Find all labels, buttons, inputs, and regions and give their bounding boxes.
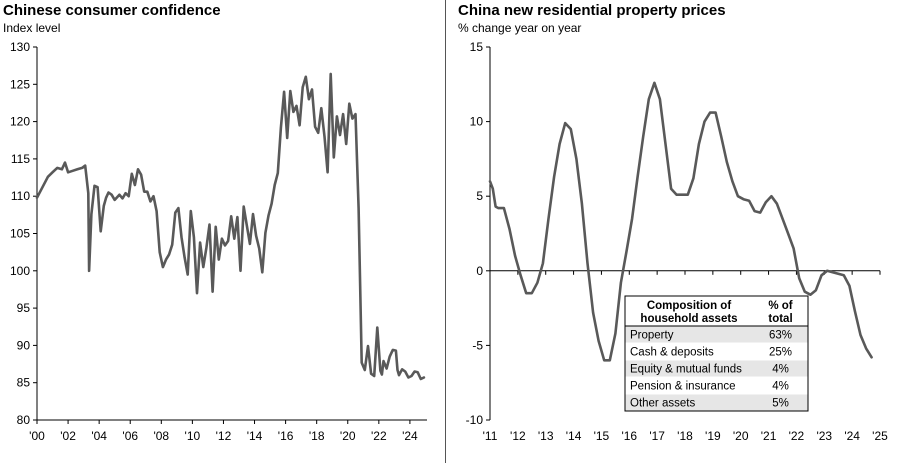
table-header-percent: % of total <box>768 300 792 325</box>
x-tick-label: '17 <box>649 429 665 443</box>
x-tick-label: '06 <box>122 429 138 443</box>
x-tick-label: '12 <box>510 429 526 443</box>
x-tick-label: '12 <box>216 429 232 443</box>
x-tick-label: '19 <box>705 429 721 443</box>
x-tick-label: '20 <box>340 429 356 443</box>
table-row-value: 4% <box>772 364 789 376</box>
y-tick-label: 15 <box>470 40 484 54</box>
y-tick-label: 0 <box>476 264 483 278</box>
y-tick-label: 10 <box>470 115 484 129</box>
x-tick-label: '13 <box>538 429 554 443</box>
x-tick-label: '22 <box>789 429 805 443</box>
y-tick-label: 120 <box>10 115 30 129</box>
y-tick-label: 130 <box>10 40 30 54</box>
table-row-value: 63% <box>769 330 792 342</box>
table-row <box>625 326 808 343</box>
y-tick-label: -5 <box>472 338 483 352</box>
y-tick-label: 85 <box>17 376 31 390</box>
table-header-composition: Composition of household assets <box>640 300 737 325</box>
y-tick-label: 95 <box>17 301 31 315</box>
right-chart-subtitle: % change year on year <box>458 21 582 35</box>
table-row-label: Pension & insurance <box>630 381 735 393</box>
table-row <box>625 377 808 394</box>
table-row-value: 5% <box>772 398 789 410</box>
table-row-value: 4% <box>772 381 789 393</box>
consumer-confidence-chart: 80 85 90 95 100 105 110 115 120 125 130 '00 '02 '04 '0… <box>10 40 427 443</box>
y-tick-label: -10 <box>466 413 484 427</box>
y-tick-label: 90 <box>17 338 31 352</box>
x-tick-label: '00 <box>29 429 45 443</box>
x-tick-label: '15 <box>594 429 610 443</box>
x-tick-label: '11 <box>483 429 498 443</box>
x-tick-label: '21 <box>761 429 777 443</box>
x-tick-label: '10 <box>185 429 201 443</box>
x-tick-label: '22 <box>371 429 387 443</box>
x-tick-label: '16 <box>621 429 637 443</box>
right-chart-title: China new residential property prices <box>458 2 726 19</box>
x-tick-label: '24 <box>844 429 860 443</box>
table-row <box>625 360 808 377</box>
x-tick-label: '16 <box>278 429 294 443</box>
table-row-label: Other assets <box>630 398 695 410</box>
series-line <box>35 72 426 381</box>
x-tick-label: '20 <box>733 429 749 443</box>
table-row-label: Equity & mutual funds <box>630 364 742 376</box>
table-border <box>624 295 809 412</box>
table-row-label: Property <box>630 330 674 342</box>
table-row-label: Cash & deposits <box>630 347 714 359</box>
y-tick-label: 110 <box>11 189 30 203</box>
table-row <box>625 343 808 360</box>
y-tick-label: 100 <box>10 264 30 278</box>
x-tick-label: '18 <box>677 429 693 443</box>
x-tick-label: '14 <box>247 429 263 443</box>
series-line <box>488 81 873 362</box>
y-tick-label: 115 <box>11 152 30 166</box>
y-tick-label: 5 <box>476 189 483 203</box>
x-tick-label: '25 <box>872 429 888 443</box>
y-tick-label: 105 <box>10 227 30 241</box>
y-tick-label: 80 <box>17 413 31 427</box>
y-tick-label: 125 <box>10 77 30 91</box>
x-tick-label: '24 <box>402 429 418 443</box>
x-tick-label: '14 <box>566 429 582 443</box>
table-row-value: 25% <box>769 347 792 359</box>
x-tick-label: '08 <box>153 429 169 443</box>
table-row <box>625 394 808 411</box>
x-tick-label: '18 <box>309 429 325 443</box>
x-tick-label: '04 <box>91 429 107 443</box>
left-chart-title: Chinese consumer confidence <box>3 2 221 19</box>
x-tick-label: '23 <box>816 429 832 443</box>
left-chart-subtitle: Index level <box>3 21 61 35</box>
property-prices-chart: -10 -5 0 5 10 15 '11 '12 '13 '14 '15 '16 '17 '18 '19 '2… <box>466 40 888 443</box>
panel-divider <box>445 0 446 463</box>
x-tick-label: '02 <box>60 429 76 443</box>
